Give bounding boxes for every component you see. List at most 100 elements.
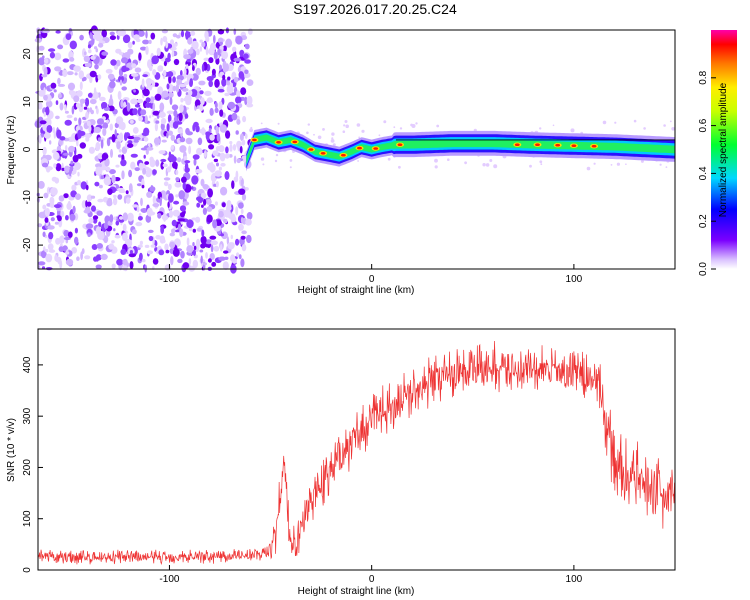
noise-blob <box>140 46 147 51</box>
noise-blob <box>112 197 118 206</box>
noise-blob <box>211 261 217 267</box>
noise-blob <box>171 228 176 234</box>
noise-blob <box>195 216 201 223</box>
noise-speckle <box>540 163 543 166</box>
noise-blob <box>197 137 203 146</box>
noise-blob <box>186 73 194 80</box>
noise-blob <box>240 208 244 214</box>
noise-blob <box>147 250 153 255</box>
noise-blob <box>220 233 224 237</box>
noise-blob <box>115 59 121 67</box>
noise-blob <box>152 69 157 76</box>
noise-blob <box>177 218 186 222</box>
noise-blob <box>167 156 174 162</box>
noise-blob <box>45 100 53 108</box>
noise-blob <box>111 133 116 143</box>
noise-blob <box>187 36 193 45</box>
noise-blob <box>64 165 70 173</box>
noise-blob <box>199 90 204 95</box>
noise-blob <box>192 154 200 160</box>
noise-blob <box>246 234 252 244</box>
noise-blob <box>59 259 63 269</box>
noise-blob <box>104 157 110 167</box>
noise-blob <box>113 216 117 221</box>
noise-blob <box>166 123 170 132</box>
noise-blob <box>177 128 184 134</box>
noise-blob <box>246 212 253 220</box>
noise-blob <box>87 232 91 237</box>
noise-blob <box>63 236 71 241</box>
noise-blob <box>152 258 159 265</box>
noise-speckle <box>342 130 346 133</box>
noise-blob <box>246 103 254 108</box>
noise-blob <box>244 96 248 106</box>
noise-blob <box>200 178 205 187</box>
noise-blob <box>179 228 184 238</box>
noise-blob <box>233 155 237 164</box>
noise-blob <box>206 119 212 123</box>
noise-blob <box>132 229 137 235</box>
noise-blob <box>54 221 59 225</box>
noise-blob <box>163 60 167 67</box>
noise-blob <box>160 158 167 163</box>
noise-blob <box>48 249 56 253</box>
noise-blob <box>145 214 152 223</box>
snr-panel: -100 0 100 0 100 200 300 400 Height of straight… <box>6 328 676 597</box>
noise-blob <box>114 129 117 138</box>
noise-blob <box>193 158 197 166</box>
noise-blob <box>219 109 224 117</box>
noise-blob <box>170 256 174 266</box>
noise-blob <box>122 212 128 222</box>
noise-blob <box>162 36 168 43</box>
noise-blob <box>63 193 69 199</box>
noise-blob <box>214 107 219 114</box>
noise-blob <box>233 76 239 83</box>
noise-speckle <box>602 120 607 125</box>
noise-speckle <box>378 134 381 137</box>
noise-blob <box>209 235 217 240</box>
noise-blob <box>169 232 175 237</box>
noise-blob <box>59 136 66 141</box>
noise-blob <box>48 48 56 52</box>
noise-blob <box>130 98 138 105</box>
noise-blob <box>191 175 199 185</box>
noise-blob <box>73 117 78 122</box>
noise-blob <box>126 102 131 112</box>
noise-blob <box>223 218 228 224</box>
noise-blob <box>180 97 184 103</box>
noise-blob <box>199 103 204 112</box>
noise-blob <box>37 180 45 189</box>
noise-blob <box>92 35 99 40</box>
noise-blob <box>46 167 51 173</box>
noise-blob <box>168 130 174 136</box>
noise-speckle <box>387 157 391 161</box>
noise-blob <box>111 263 116 269</box>
noise-blob <box>107 188 113 196</box>
noise-blob <box>62 69 68 78</box>
noise-blob <box>224 171 230 180</box>
noise-blob <box>101 51 109 56</box>
noise-blob <box>231 180 235 190</box>
noise-blob <box>165 249 170 254</box>
noise-blob <box>182 88 189 92</box>
noise-blob <box>161 239 166 244</box>
noise-blob <box>240 177 244 187</box>
noise-blob <box>173 109 178 118</box>
noise-blob <box>43 58 49 64</box>
noise-blob <box>140 109 147 116</box>
colorbar-ticks: 0.0 0.2 0.4 0.6 0.8 <box>698 70 716 276</box>
noise-blob <box>216 162 219 167</box>
noise-blob <box>88 218 94 224</box>
noise-blob <box>48 231 54 240</box>
noise-blob <box>192 124 196 132</box>
noise-blob <box>156 47 161 57</box>
snr-y-tick-label: 300 <box>22 407 33 424</box>
noise-blob <box>54 66 62 72</box>
noise-speckle <box>640 159 644 163</box>
noise-blob <box>196 196 203 202</box>
noise-blob <box>235 35 243 45</box>
noise-blob <box>145 97 151 103</box>
noise-blob <box>121 265 127 271</box>
noise-blob <box>195 67 201 76</box>
noise-blob <box>146 146 154 151</box>
